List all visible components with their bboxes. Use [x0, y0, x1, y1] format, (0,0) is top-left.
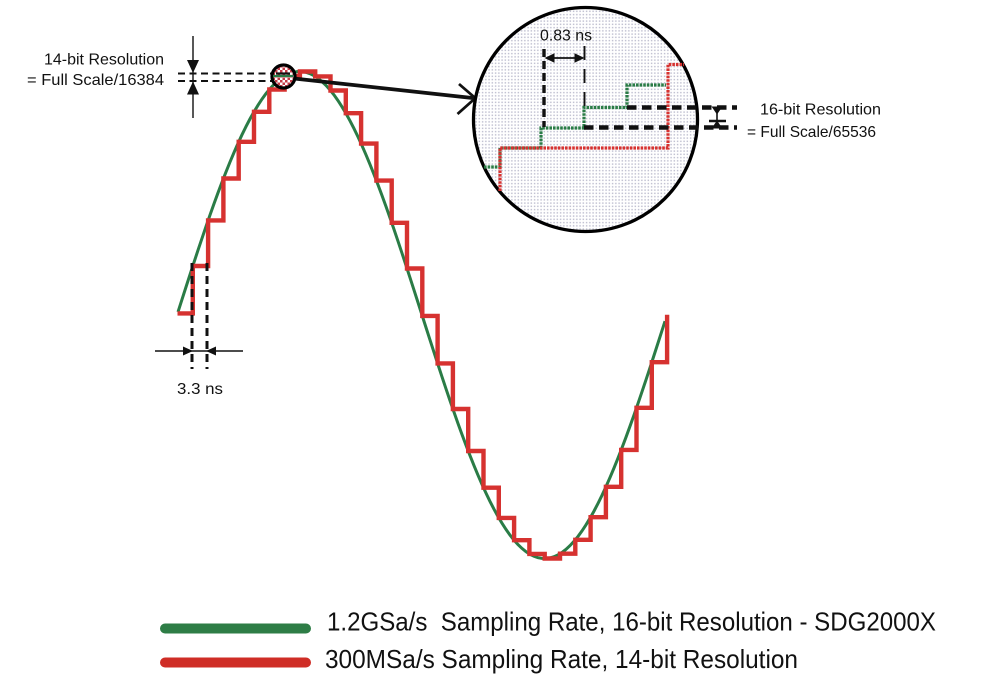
svg-text:1.2GSa/s Sampling Rate, 16-bi: 1.2GSa/s Sampling Rate, 16-bit Resolutio…: [327, 607, 936, 637]
svg-text:0.83 ns: 0.83 ns: [540, 28, 592, 45]
svg-text:300MSa/s Sampling Rate, 14-bit: 300MSa/s Sampling Rate, 14-bit Resolutio…: [325, 644, 798, 674]
svg-text:16-bit Resolution: 16-bit Resolution: [760, 102, 881, 119]
svg-text:14-bit Resolution: 14-bit Resolution: [44, 52, 164, 69]
svg-text:3.3 ns: 3.3 ns: [177, 381, 223, 398]
svg-text:= Full Scale/16384: = Full Scale/16384: [27, 72, 164, 89]
svg-text:= Full Scale/65536: = Full Scale/65536: [747, 124, 876, 141]
